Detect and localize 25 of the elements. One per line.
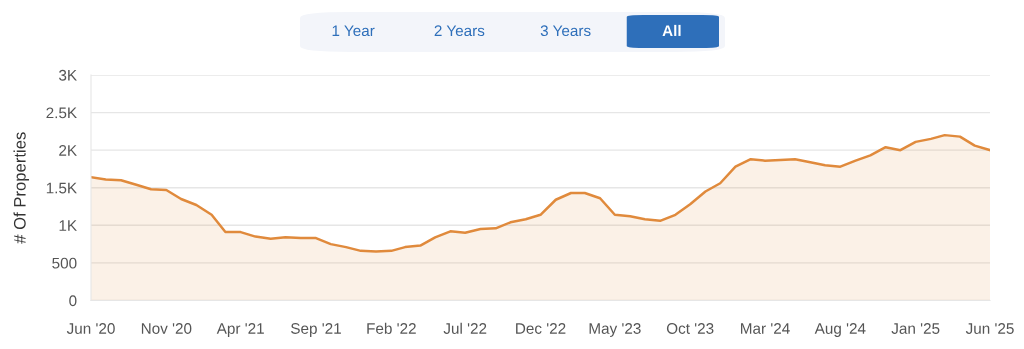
x-tick-label: Jun '20 (66, 323, 115, 334)
y-tick-label: 500 (52, 257, 77, 269)
x-tick-label: Sep '21 (291, 323, 341, 337)
x-tick-label: May '23 (589, 323, 641, 337)
x-tick-label: Dec '22 (516, 323, 566, 334)
y-tick-label: 2.5K (46, 107, 77, 119)
y-tick-label: 0 (69, 295, 77, 307)
text: 1 Year (332, 25, 375, 37)
text: All (662, 24, 681, 36)
x-tick-label: Oct '23 (666, 323, 714, 334)
x-tick-label: Aug '24 (814, 323, 866, 337)
y-tick-label: 1.5K (46, 182, 77, 194)
x-tick-label: Jun '25 (965, 323, 1014, 334)
x-tick-label: Nov '20 (141, 323, 192, 334)
y-tick-label: 3K (59, 69, 77, 81)
x-tick-label: Apr '21 (216, 323, 264, 337)
y-axis-title: # Of Properties (13, 132, 30, 244)
x-tick-label: Feb '22 (367, 322, 416, 334)
y-tick-label: 2K (59, 145, 77, 156)
y-tick-label: 1K (59, 220, 77, 231)
text: 3 Years (540, 25, 591, 37)
text: 2 Years (434, 25, 485, 37)
x-tick-label: Jan '25 (891, 323, 940, 334)
x-tick-label: Jul '22 (443, 322, 487, 334)
x-tick-label: Mar '24 (741, 323, 790, 334)
